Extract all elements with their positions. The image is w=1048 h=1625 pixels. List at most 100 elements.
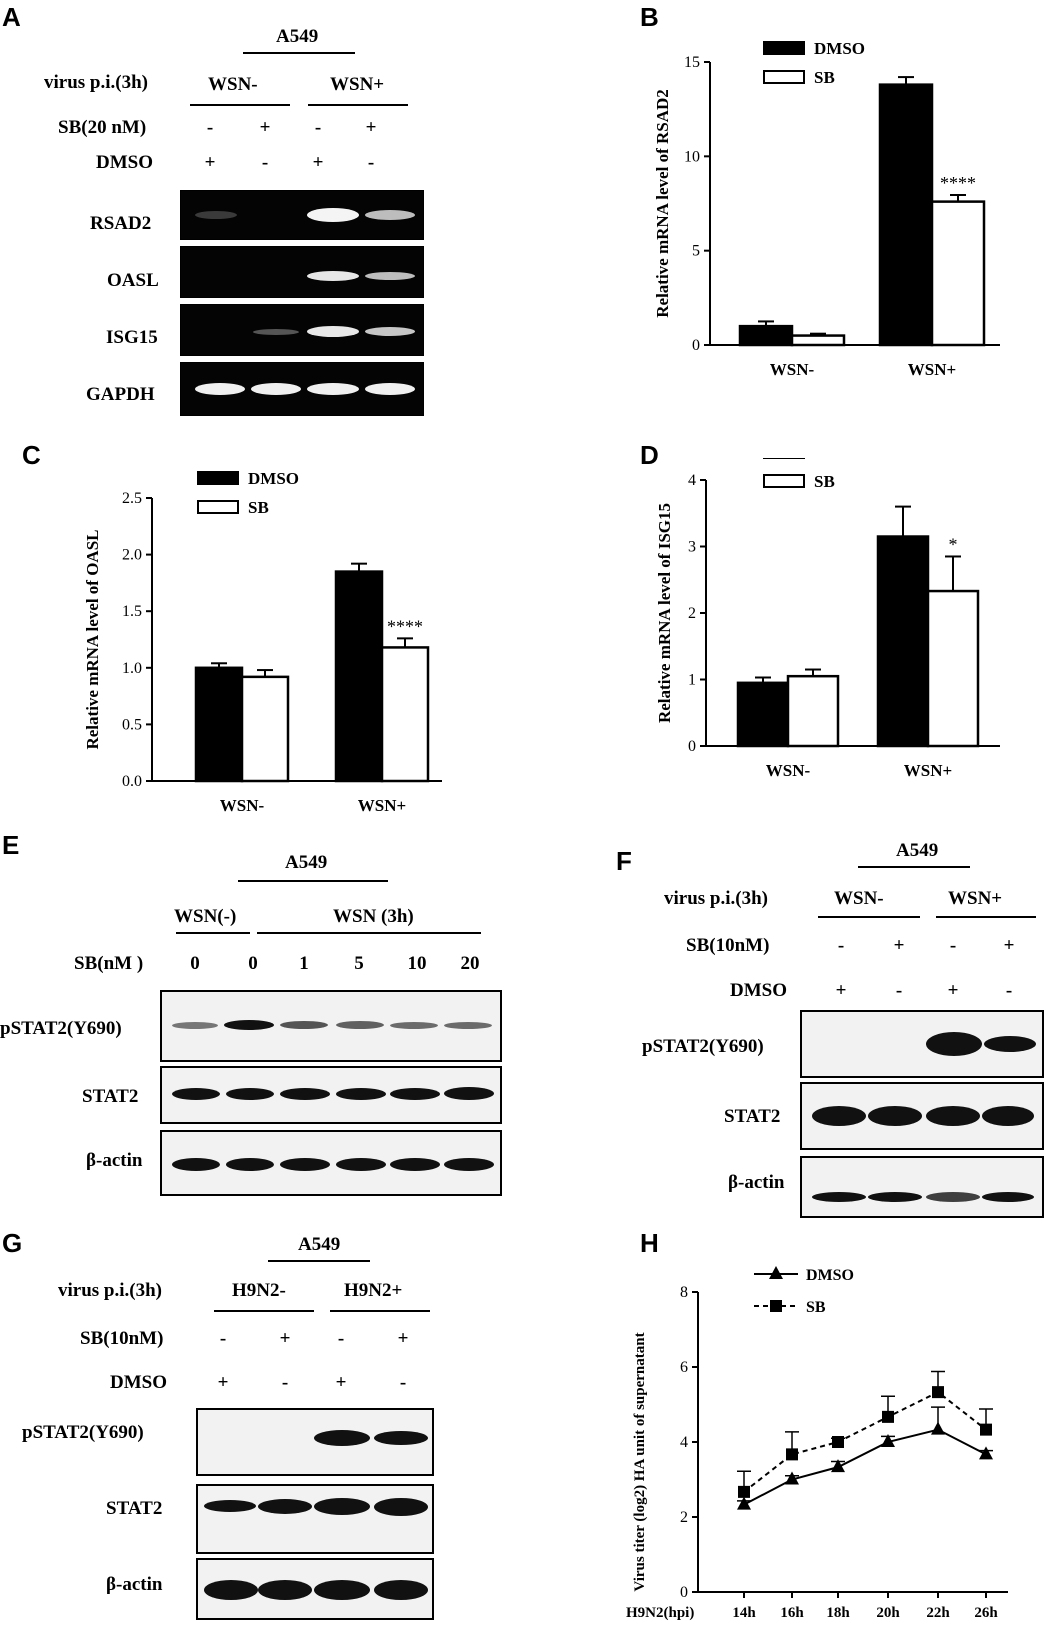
legend-label: DMSO bbox=[806, 1267, 854, 1284]
panel-g-virus-row-label: virus p.i.(3h) bbox=[58, 1280, 162, 1301]
y-tick-label: 0 bbox=[680, 1584, 688, 1601]
panel-g-dmso-sign: + bbox=[335, 1372, 347, 1393]
x-tick-label: WSN+ bbox=[908, 360, 956, 379]
blot-band bbox=[336, 1021, 384, 1029]
panel-g-group-bar-1 bbox=[214, 1310, 314, 1312]
panel-a-group-wsn-plus: WSN+ bbox=[330, 74, 385, 95]
blot-band bbox=[314, 1498, 370, 1515]
y-tick-label: 2 bbox=[688, 605, 696, 622]
bar-sb bbox=[380, 646, 430, 783]
panel-a-sb-sign: - bbox=[206, 117, 214, 138]
blot-band bbox=[280, 1088, 330, 1100]
y-tick-label: 0 bbox=[688, 738, 696, 755]
blot-band bbox=[280, 1021, 328, 1029]
panel-f-cell-line: A549 bbox=[896, 840, 939, 861]
chart-c-oasl: 0.0 0.5 1.0 1.5 2.0 2.5 Relative mRNA level of… bbox=[83, 469, 442, 815]
x-tick-label: WSN- bbox=[766, 761, 811, 780]
panel-g-sb-sign: - bbox=[337, 1328, 345, 1349]
blot-band bbox=[172, 1088, 220, 1100]
x-tick-label: WSN- bbox=[770, 360, 815, 379]
blot-band bbox=[226, 1158, 274, 1171]
blot-band bbox=[374, 1431, 428, 1445]
legend-swatch-sb bbox=[197, 500, 239, 514]
panel-e-group-2: WSN (3h) bbox=[333, 906, 414, 927]
panel-e-dose: 20 bbox=[460, 953, 480, 974]
gel-band bbox=[307, 383, 359, 395]
gel-band bbox=[307, 271, 359, 281]
panel-a-sb-sign: + bbox=[365, 117, 377, 138]
blot-band bbox=[982, 1192, 1034, 1202]
x-tick-label: WSN- bbox=[220, 796, 265, 815]
point-sb bbox=[832, 1436, 844, 1448]
blot-band bbox=[444, 1022, 492, 1029]
y-axis-label: Relative mRNA level of OASL bbox=[83, 529, 102, 749]
y-tick-label: 1.0 bbox=[122, 660, 142, 677]
x-tick-label: 16h bbox=[780, 1605, 804, 1621]
gel-band bbox=[307, 208, 359, 222]
panel-e-group-bar-1 bbox=[176, 932, 250, 934]
panel-g-sb-sign: - bbox=[219, 1328, 227, 1349]
panel-label-e: E bbox=[2, 830, 20, 860]
gel-label-oasl: OASL bbox=[107, 270, 159, 291]
panel-e-dose: 5 bbox=[354, 953, 364, 974]
panel-g-dmso-row-label: DMSO bbox=[110, 1372, 167, 1393]
blot-g-stat2 bbox=[196, 1484, 434, 1554]
blot-band bbox=[390, 1088, 440, 1100]
blot-f-stat2 bbox=[800, 1082, 1044, 1150]
panel-a-virus-row-label: virus p.i.(3h) bbox=[44, 72, 148, 93]
panel-label-b: B bbox=[640, 2, 659, 32]
bar-sb bbox=[786, 674, 840, 748]
blot-e-pstat2 bbox=[160, 990, 502, 1062]
blot-band bbox=[868, 1192, 922, 1202]
bar-sb bbox=[926, 589, 980, 748]
blot-f-pstat2 bbox=[800, 1010, 1044, 1078]
blot-band bbox=[812, 1192, 866, 1202]
chart-h-virus-titer: 0 2 4 6 8 14h 16h 18h 20h 22h 26h H9N2(hpi) Virus ti… bbox=[626, 1266, 1008, 1621]
panel-a-group-bar-2 bbox=[308, 104, 408, 106]
panel-a-dmso-sign: - bbox=[367, 152, 375, 173]
wb-label-actin-f: β-actin bbox=[728, 1172, 785, 1193]
panel-f-group-bar-2 bbox=[936, 916, 1036, 918]
gel-oasl bbox=[180, 246, 424, 298]
blot-band bbox=[336, 1088, 386, 1100]
wb-label-actin-g: β-actin bbox=[106, 1574, 163, 1595]
panel-e-group-1: WSN(-) bbox=[174, 906, 237, 927]
point-sb bbox=[980, 1423, 992, 1436]
blot-band bbox=[812, 1106, 866, 1126]
blot-band bbox=[374, 1580, 428, 1600]
gel-label-gapdh: GAPDH bbox=[86, 384, 155, 405]
panel-f-sb-sign: - bbox=[949, 935, 957, 956]
panel-label-g: G bbox=[2, 1228, 23, 1258]
panel-e-cell-line: A549 bbox=[285, 852, 328, 873]
bar-dmso bbox=[878, 83, 934, 347]
x-tick-label: 22h bbox=[926, 1605, 950, 1621]
y-tick-label: 10 bbox=[684, 148, 700, 165]
x-tick-label: 18h bbox=[826, 1605, 850, 1621]
y-tick-label: 0 bbox=[692, 337, 700, 354]
gel-band bbox=[251, 383, 301, 395]
y-axis-label: Relative mRNA level of ISG15 bbox=[655, 503, 674, 723]
blot-band bbox=[868, 1106, 922, 1126]
point-dmso bbox=[979, 1446, 993, 1460]
panel-f-dmso-sign: - bbox=[895, 980, 903, 1001]
panel-g-dmso-sign: - bbox=[281, 1372, 289, 1393]
panel-a-dmso-sign: - bbox=[261, 152, 269, 173]
y-tick-label: 0.5 bbox=[122, 716, 142, 733]
line-sb bbox=[743, 1390, 987, 1493]
blot-band bbox=[226, 1088, 274, 1100]
gel-rsad2 bbox=[180, 190, 424, 240]
y-tick-label: 0.0 bbox=[122, 773, 142, 790]
wb-label-stat2-g: STAT2 bbox=[106, 1498, 163, 1519]
panel-f-dmso-row-label: DMSO bbox=[730, 980, 787, 1001]
bar-sb bbox=[240, 675, 290, 783]
gel-band bbox=[253, 329, 299, 335]
legend-swatch-sb bbox=[763, 70, 805, 84]
y-tick-label: 4 bbox=[680, 1434, 688, 1451]
chart-d-isg15: 0 1 2 3 4 Relative mRNA level of ISG15 WSN- WSN… bbox=[655, 458, 1000, 780]
legend-label: DMSO bbox=[814, 39, 865, 58]
panel-f-virus-row-label: virus p.i.(3h) bbox=[664, 888, 768, 909]
panel-label-d: D bbox=[640, 440, 659, 470]
wb-label-stat2-f: STAT2 bbox=[724, 1106, 781, 1127]
blot-band bbox=[984, 1036, 1036, 1052]
bar-dmso bbox=[334, 570, 384, 783]
